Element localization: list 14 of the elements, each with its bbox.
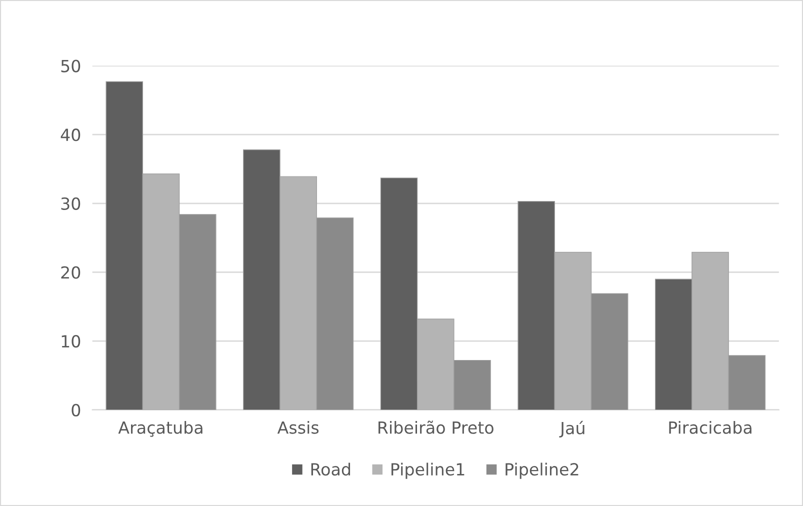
x-tick-label: Piracicaba — [669, 420, 752, 434]
y-tick-label: 50 — [61, 60, 80, 72]
y-tick-label: 0 — [72, 404, 80, 416]
y-tick-label: 40 — [60, 128, 80, 142]
y-tick-label: 30 — [61, 197, 80, 210]
legend-label: Pipeline1 — [392, 462, 464, 479]
x-tick-label: Assis — [277, 420, 319, 434]
x-tick-label: Ribeirão Preto — [378, 420, 494, 434]
y-tick-label: 20 — [61, 266, 80, 279]
legend-label: Road — [311, 462, 350, 476]
x-tick-label: Jaú — [559, 420, 584, 438]
y-tick-label: 10 — [62, 335, 80, 348]
legend-label: Pipeline2 — [506, 462, 578, 479]
x-tick-label: Araçatuba — [118, 420, 202, 437]
